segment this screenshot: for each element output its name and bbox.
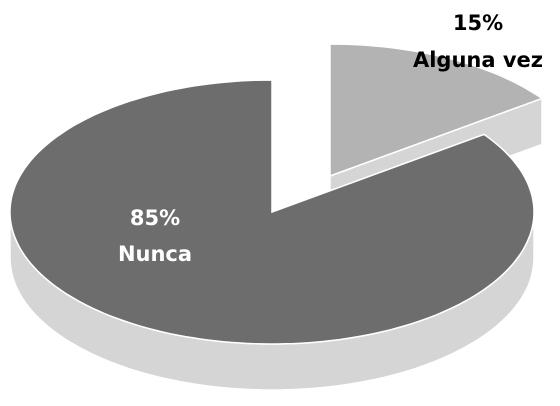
slice bbox=[9, 79, 535, 345]
pie bbox=[9, 43, 544, 391]
slice-value-label: 85% bbox=[130, 206, 180, 230]
slice-value-label: 15% bbox=[453, 11, 503, 35]
slice-category-label: Nunca bbox=[118, 242, 192, 266]
slice-category-label: Alguna vez bbox=[413, 48, 543, 72]
slice bbox=[329, 43, 544, 178]
